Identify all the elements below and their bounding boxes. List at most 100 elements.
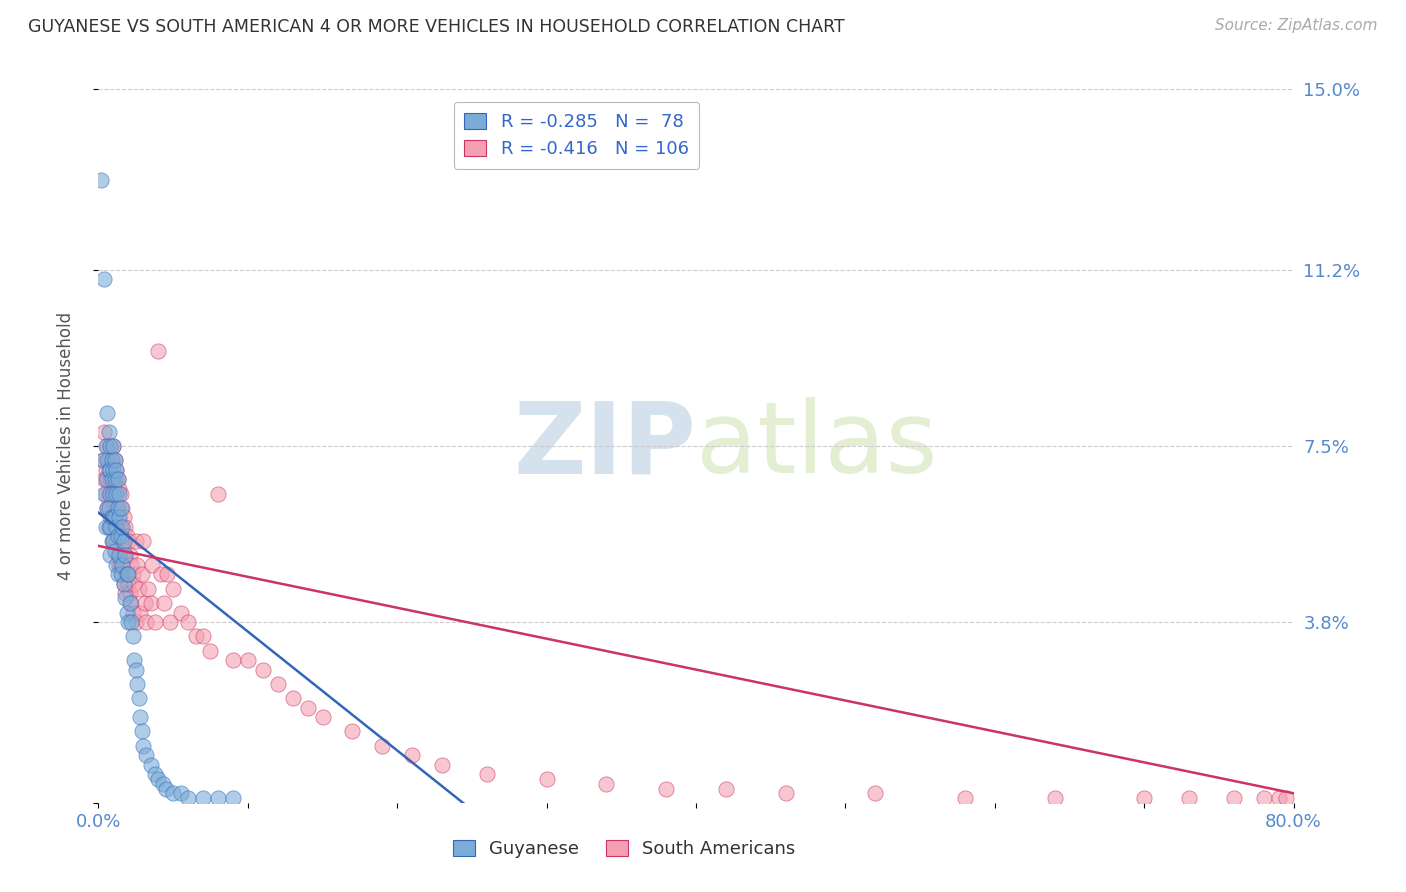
Legend: Guyanese, South Americans: Guyanese, South Americans — [446, 832, 803, 865]
Point — [1133, 791, 1156, 805]
Point — [103, 500, 125, 515]
Point — [135, 615, 157, 629]
Point — [107, 510, 129, 524]
Point — [124, 577, 146, 591]
Point — [222, 653, 245, 667]
Point — [108, 482, 131, 496]
Point — [159, 615, 181, 629]
Point — [104, 543, 127, 558]
Point — [110, 529, 132, 543]
Point — [1267, 791, 1289, 805]
Point — [156, 567, 179, 582]
Point — [103, 472, 125, 486]
Point — [267, 677, 290, 691]
Point — [104, 472, 127, 486]
Point — [120, 596, 142, 610]
Point — [97, 486, 120, 500]
Point — [110, 558, 132, 572]
Point — [475, 767, 498, 781]
Point — [105, 520, 128, 534]
Point — [114, 549, 136, 563]
Point — [96, 500, 118, 515]
Point — [117, 577, 139, 591]
Point — [430, 757, 453, 772]
Point — [105, 534, 128, 549]
Point — [101, 534, 124, 549]
Point — [103, 463, 125, 477]
Point — [128, 582, 150, 596]
Point — [93, 425, 115, 439]
Point — [114, 591, 136, 606]
Point — [107, 567, 129, 582]
Point — [101, 486, 124, 500]
Point — [94, 472, 117, 486]
Point — [150, 567, 173, 582]
Point — [105, 486, 128, 500]
Point — [169, 606, 191, 620]
Point — [105, 558, 128, 572]
Point — [595, 777, 617, 791]
Text: Source: ZipAtlas.com: Source: ZipAtlas.com — [1215, 18, 1378, 33]
Point — [108, 486, 131, 500]
Point — [125, 615, 148, 629]
Point — [191, 791, 214, 805]
Point — [115, 529, 138, 543]
Point — [100, 439, 122, 453]
Point — [120, 558, 142, 572]
Point — [311, 710, 333, 724]
Point — [536, 772, 558, 786]
Point — [93, 472, 115, 486]
Point — [222, 791, 245, 805]
Point — [104, 520, 127, 534]
Point — [108, 558, 131, 572]
Point — [191, 629, 214, 643]
Point — [124, 653, 146, 667]
Point — [129, 710, 152, 724]
Point — [103, 439, 125, 453]
Point — [112, 534, 135, 549]
Point — [200, 643, 222, 657]
Point — [111, 500, 134, 515]
Point — [115, 606, 138, 620]
Point — [118, 549, 141, 563]
Point — [91, 453, 114, 467]
Point — [143, 767, 166, 781]
Point — [169, 786, 191, 800]
Point — [94, 463, 117, 477]
Point — [96, 453, 118, 467]
Point — [103, 534, 125, 549]
Point — [96, 406, 118, 420]
Point — [104, 453, 127, 467]
Point — [111, 534, 134, 549]
Point — [103, 534, 125, 549]
Point — [108, 520, 131, 534]
Point — [207, 791, 229, 805]
Point — [115, 567, 138, 582]
Point — [101, 520, 124, 534]
Point — [108, 549, 131, 563]
Point — [96, 439, 118, 453]
Point — [139, 757, 162, 772]
Point — [104, 453, 127, 467]
Text: atlas: atlas — [696, 398, 938, 494]
Point — [100, 439, 122, 453]
Point — [101, 453, 124, 467]
Point — [100, 549, 122, 563]
Point — [110, 486, 132, 500]
Point — [953, 791, 976, 805]
Point — [127, 558, 149, 572]
Point — [103, 510, 125, 524]
Point — [127, 677, 149, 691]
Point — [152, 777, 174, 791]
Point — [112, 510, 135, 524]
Point — [297, 700, 319, 714]
Point — [103, 486, 125, 500]
Point — [101, 472, 124, 486]
Point — [97, 453, 120, 467]
Point — [114, 586, 136, 600]
Point — [97, 520, 120, 534]
Point — [401, 748, 423, 763]
Point — [107, 472, 129, 486]
Point — [148, 343, 170, 358]
Point — [107, 549, 129, 563]
